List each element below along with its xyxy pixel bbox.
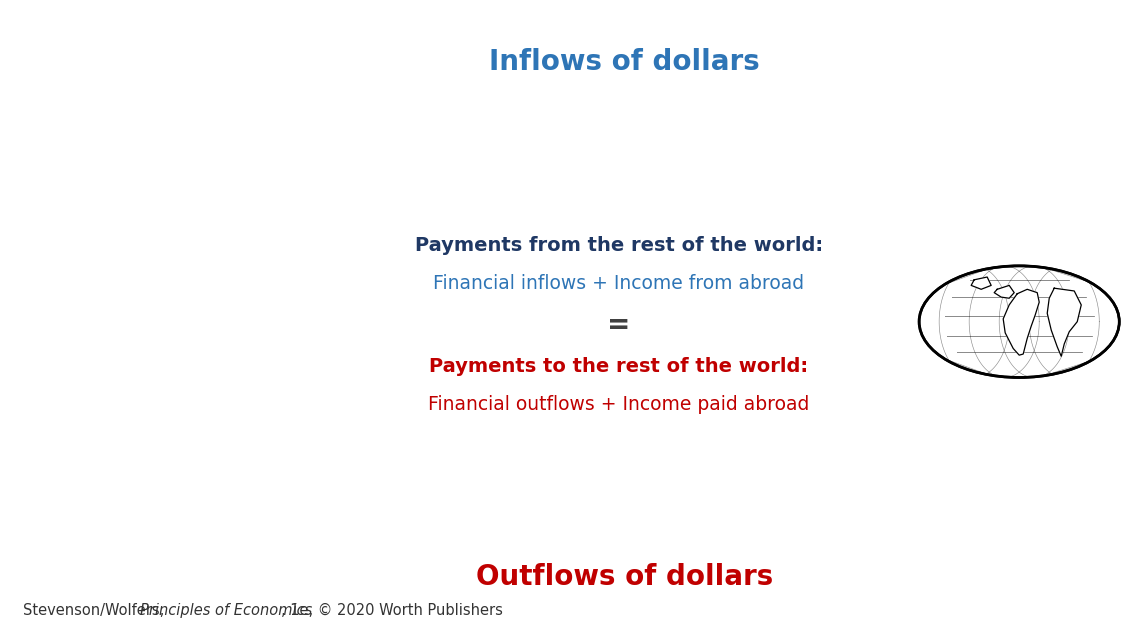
Text: Payments to the rest of the world:: Payments to the rest of the world: bbox=[430, 357, 808, 376]
Text: Outflows of dollars: Outflows of dollars bbox=[477, 563, 773, 591]
FancyArrowPatch shape bbox=[252, 220, 1005, 460]
Text: Payments from the rest of the world:: Payments from the rest of the world: bbox=[415, 236, 823, 255]
Polygon shape bbox=[994, 285, 1015, 298]
Text: Stevenson/Wolfers,: Stevenson/Wolfers, bbox=[23, 603, 169, 618]
Polygon shape bbox=[1048, 288, 1081, 356]
Text: Principles of Economics: Principles of Economics bbox=[140, 603, 312, 618]
Polygon shape bbox=[971, 277, 991, 289]
Text: Financial outflows + Income paid abroad: Financial outflows + Income paid abroad bbox=[429, 394, 809, 413]
FancyArrowPatch shape bbox=[241, 177, 994, 417]
Text: =: = bbox=[608, 311, 630, 339]
Polygon shape bbox=[1003, 289, 1040, 355]
Circle shape bbox=[919, 266, 1119, 378]
Text: , 1e, © 2020 Worth Publishers: , 1e, © 2020 Worth Publishers bbox=[282, 603, 503, 618]
Text: Financial inflows + Income from abroad: Financial inflows + Income from abroad bbox=[433, 274, 805, 293]
Text: Inflows of dollars: Inflows of dollars bbox=[489, 48, 760, 76]
